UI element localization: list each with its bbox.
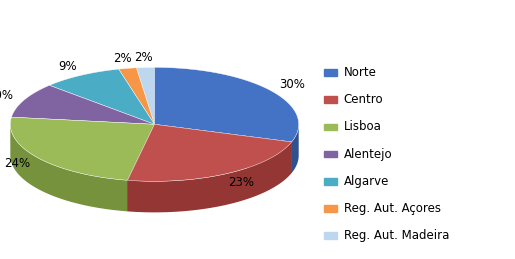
Text: Algarve: Algarve	[344, 175, 389, 188]
Text: Norte: Norte	[344, 66, 376, 79]
Bar	[324, 205, 337, 212]
Bar	[324, 124, 337, 130]
Text: Reg. Aut. Açores: Reg. Aut. Açores	[344, 202, 440, 215]
Polygon shape	[128, 124, 154, 211]
Polygon shape	[128, 124, 291, 181]
Text: 24%: 24%	[4, 157, 30, 170]
Bar	[324, 233, 337, 239]
Polygon shape	[291, 125, 299, 173]
Text: Alentejo: Alentejo	[344, 148, 392, 161]
Polygon shape	[136, 67, 154, 124]
Polygon shape	[10, 117, 154, 180]
Text: Centro: Centro	[344, 93, 383, 106]
Text: 30%: 30%	[279, 78, 305, 91]
Bar	[324, 151, 337, 157]
Text: 2%: 2%	[113, 52, 132, 65]
Text: 9%: 9%	[59, 60, 77, 73]
Polygon shape	[49, 69, 154, 124]
Text: 23%: 23%	[228, 176, 254, 189]
Text: Lisboa: Lisboa	[344, 120, 382, 133]
Bar	[324, 69, 337, 76]
Polygon shape	[154, 124, 291, 173]
Text: 2%: 2%	[134, 51, 153, 64]
Polygon shape	[128, 124, 154, 211]
Bar	[324, 178, 337, 184]
Polygon shape	[154, 67, 299, 142]
Polygon shape	[118, 68, 154, 124]
Bar	[324, 96, 337, 103]
Polygon shape	[128, 142, 291, 212]
Polygon shape	[11, 85, 154, 124]
Text: Reg. Aut. Madeira: Reg. Aut. Madeira	[344, 229, 449, 242]
Polygon shape	[154, 124, 291, 173]
Polygon shape	[10, 125, 128, 211]
Text: 10%: 10%	[0, 89, 13, 102]
